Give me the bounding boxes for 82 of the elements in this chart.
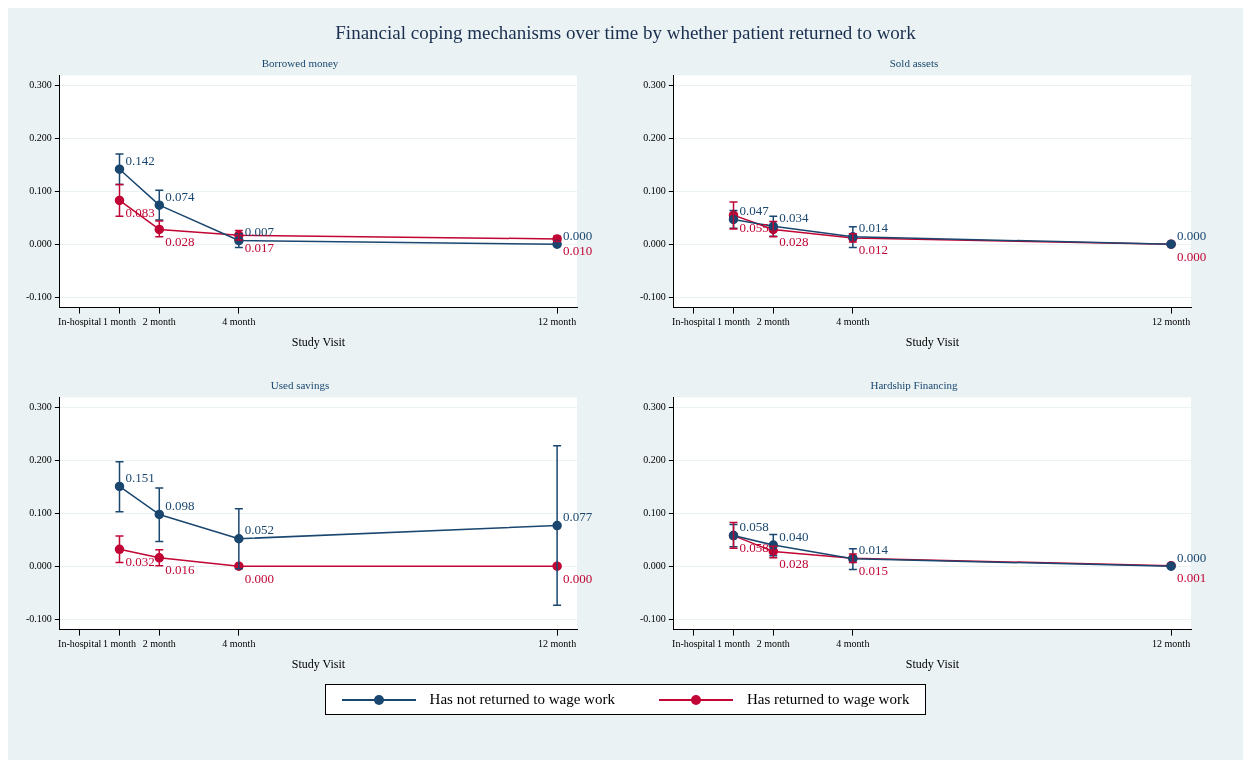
data-label: 0.000 [1176,549,1206,565]
text: Financial coping mechanisms over time by whether patient returned to work [334,22,917,44]
x-tick-label: 1 month [716,638,750,650]
x-tick-label: In-hospital [671,316,716,328]
data-label: 0.016 [164,562,195,578]
x-tick-label: 12 month [537,638,576,650]
data-label: 0.151 [125,469,155,485]
data-label: 0.142 [125,152,155,168]
x-tick-label: 2 month [142,316,176,328]
x-tick-label: 4 month [835,638,869,650]
y-tick-label: -0.100 [639,290,666,302]
data-label: 0.015 [858,562,888,578]
y-tick-label: 0.200 [642,132,666,144]
y-tick-label: 0.200 [642,454,666,466]
y-tick-label: 0.000 [28,237,52,249]
data-label: 0.028 [778,555,809,571]
x-tick-label: In-hospital [671,638,716,650]
data-label: 0.000 [1176,248,1206,264]
chart-subtitle: Sold assets [889,57,938,70]
x-tick-label: 12 month [537,316,576,328]
x-tick-label: 12 month [1151,638,1190,650]
y-tick-label: 0.200 [28,132,52,144]
data-label: 0.014 [858,220,889,236]
y-tick-label: 0.100 [642,507,666,519]
x-tick-label: 2 month [142,638,176,650]
y-tick-label: -0.100 [639,612,666,624]
x-axis-title: Study Visit [291,656,346,671]
x-axis-title: Study Visit [905,656,960,671]
chart-subtitle: Used savings [270,379,329,392]
y-tick-label: -0.100 [25,612,52,624]
data-label: 0.000 [244,570,274,586]
chart-subtitle: Hardship Financing [869,379,958,392]
data-label: 0.028 [778,233,809,249]
y-tick-label: -0.100 [25,290,52,302]
x-tick-label: 4 month [221,638,255,650]
legend-label: Has not returned to wage work [429,691,615,708]
data-label: 0.058 [739,540,769,556]
legend-label: Has returned to wage work [746,691,910,708]
y-tick-label: 0.100 [642,185,666,197]
y-tick-label: 0.200 [28,454,52,466]
x-axis-title: Study Visit [905,334,960,349]
y-tick-label: 0.300 [642,401,666,413]
y-tick-label: 0.000 [28,559,52,571]
data-label: 0.052 [244,522,274,538]
data-label: 0.014 [858,542,889,558]
x-tick-label: 4 month [221,316,255,328]
data-label: 0.058 [739,519,769,535]
data-label: 0.055 [739,219,769,235]
data-label: 0.012 [858,242,888,258]
data-label: 0.098 [164,497,195,513]
y-tick-label: 0.000 [642,237,666,249]
x-tick-label: In-hospital [57,316,102,328]
x-tick-label: 4 month [835,316,869,328]
data-label: 0.007 [244,223,275,239]
y-tick-label: 0.300 [28,401,52,413]
data-label: 0.028 [164,233,195,249]
data-label: 0.010 [562,243,592,259]
data-label: 0.034 [778,209,809,225]
x-tick-label: In-hospital [57,638,102,650]
y-tick-label: 0.100 [28,185,52,197]
chart-subtitle: Borrowed money [261,57,339,70]
x-tick-label: 1 month [102,316,136,328]
x-tick-label: 1 month [716,316,750,328]
y-tick-label: 0.000 [642,559,666,571]
x-tick-label: 2 month [756,638,790,650]
data-label: 0.000 [562,227,592,243]
data-label: 0.017 [244,239,275,255]
x-tick-label: 1 month [102,638,136,650]
data-label: 0.074 [164,188,195,204]
data-label: 0.047 [739,202,769,218]
data-label: 0.032 [125,553,155,569]
y-tick-label: 0.100 [28,507,52,519]
x-tick-label: 2 month [756,316,790,328]
data-label: 0.001 [1176,570,1206,586]
data-label: 0.000 [1176,227,1206,243]
y-tick-label: 0.300 [642,79,666,91]
data-label: 0.000 [562,570,592,586]
y-tick-label: 0.300 [28,79,52,91]
data-label: 0.077 [562,508,593,524]
x-axis-title: Study Visit [291,334,346,349]
x-tick-label: 12 month [1151,316,1190,328]
data-label: 0.040 [778,528,809,544]
